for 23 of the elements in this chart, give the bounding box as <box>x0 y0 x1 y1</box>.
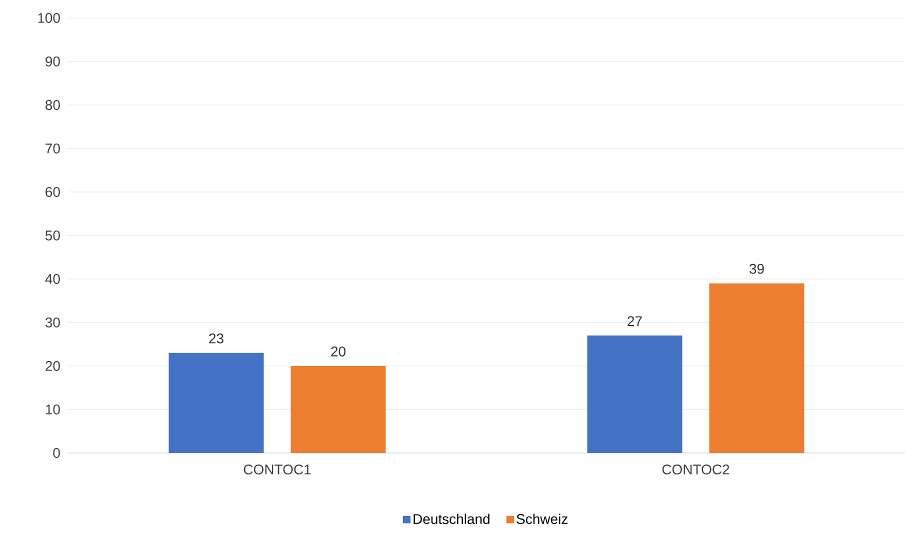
data-label: 39 <box>749 264 764 274</box>
y-tick-label: 10 <box>46 404 60 414</box>
legend-label: Deutschland <box>414 514 490 524</box>
data-label: 20 <box>331 346 346 356</box>
y-tick-label: 40 <box>45 274 60 284</box>
x-tick-label: CONTOC2 <box>662 464 730 474</box>
y-tick-label: 100 <box>38 13 60 23</box>
y-tick-label: 0 <box>53 448 60 458</box>
y-tick-label: 30 <box>45 318 60 328</box>
x-tick-label: CONTOC1 <box>244 464 311 474</box>
y-tick-label: 90 <box>46 56 60 66</box>
data-label: 27 <box>628 316 642 326</box>
legend-label: Schweiz <box>516 514 568 524</box>
bar <box>709 283 804 453</box>
y-tick-label: 60 <box>46 187 60 197</box>
bar <box>587 336 682 453</box>
y-tick-label: 80 <box>46 100 60 110</box>
y-tick-label: 50 <box>45 230 60 240</box>
bar <box>168 352 264 453</box>
bar <box>290 366 386 453</box>
y-tick-label: 70 <box>46 144 60 154</box>
y-tick-label: 20 <box>46 361 60 371</box>
data-label: 23 <box>209 333 224 344</box>
